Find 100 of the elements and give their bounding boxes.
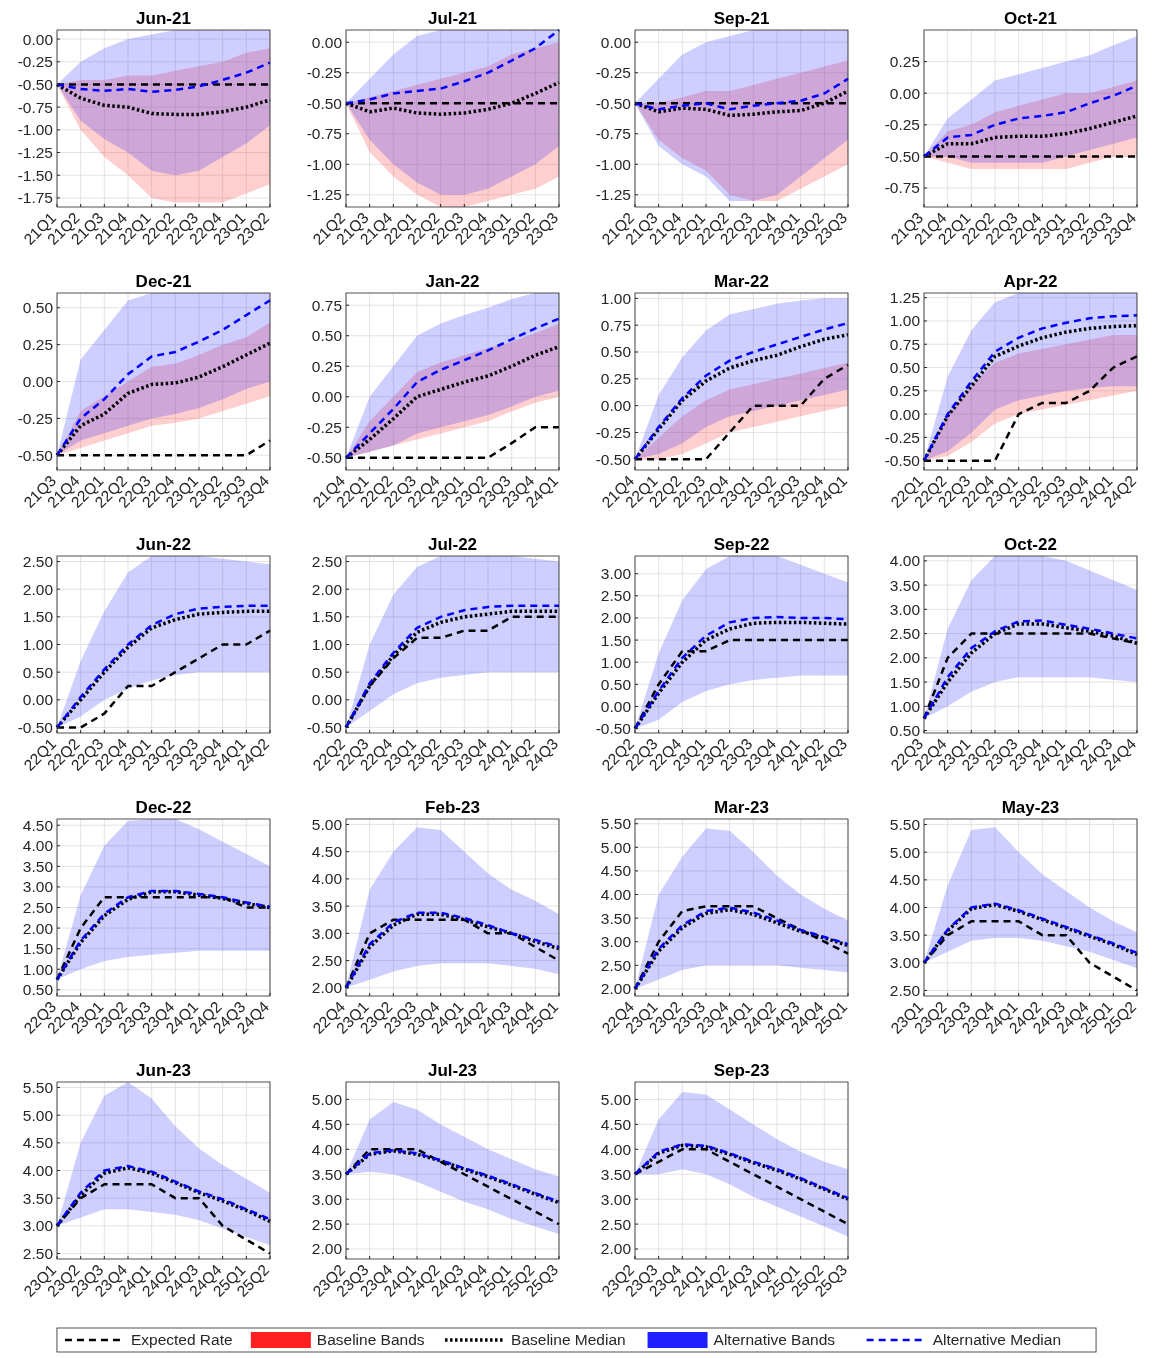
chart-title: Jan-22 [425,272,480,291]
y-tick-label: 2.00 [600,609,632,627]
y-tick-label: 0.50 [22,299,54,317]
y-tick-label: 4.00 [600,1140,632,1158]
y-tick-label: 1.50 [22,608,54,626]
y-tick-label: -1.25 [595,186,631,204]
y-tick-label: -1.75 [17,189,53,207]
y-tick-label: 3.00 [600,565,632,583]
y-tick-label: 2.50 [22,1244,54,1262]
y-tick-label: -0.75 [595,125,631,143]
y-tick-label: -0.75 [17,98,53,116]
y-tick-label: 5.50 [889,815,921,833]
chart-title: Feb-23 [425,798,480,817]
y-tick-label: 5.00 [22,1106,54,1124]
y-tick-label: 4.00 [600,885,632,903]
y-tick-label: -0.50 [306,449,343,467]
y-tick-label: 3.50 [311,1165,343,1183]
legend-label: Baseline Bands [316,1331,425,1349]
y-tick-label: -0.25 [306,418,342,436]
y-tick-label: -0.50 [306,94,343,112]
y-tick-label: 1.50 [22,940,54,958]
legend-label: Alternative Median [932,1331,1062,1349]
y-tick-label: -1.00 [595,155,632,173]
chart-title: Mar-23 [714,798,769,817]
y-tick-label: 1.00 [22,635,54,653]
legend-label: Alternative Bands [713,1331,836,1349]
y-tick-label: 0.50 [889,358,921,376]
y-tick-label: 2.50 [311,552,343,570]
y-tick-label: 0.00 [22,691,54,709]
y-tick-label: 0.75 [600,316,631,334]
y-tick-label: 2.50 [22,552,54,570]
y-tick-label: 0.00 [600,697,632,715]
y-tick-label: -0.50 [884,147,921,165]
y-tick-label: -0.50 [595,94,632,112]
y-tick-label: 2.00 [22,919,54,937]
y-tick-label: 1.00 [311,635,343,653]
y-tick-label: 2.00 [600,1240,632,1258]
y-tick-label: 2.50 [889,981,921,999]
chart-title: Dec-22 [135,798,192,817]
y-tick-label: 3.00 [889,600,921,618]
y-tick-label: -0.50 [17,75,54,93]
y-tick-label: 0.50 [600,343,632,361]
y-tick-label: 0.00 [600,397,632,415]
y-tick-label: -1.25 [306,186,342,204]
y-tick-label: 4.00 [311,1140,343,1158]
y-tick-label: 3.50 [600,909,632,927]
chart-title: Oct-21 [1004,9,1057,28]
y-tick-label: -0.50 [884,452,921,470]
y-tick-label: -0.75 [884,179,920,197]
y-tick-label: 4.00 [889,552,921,570]
legend-label: Expected Rate [130,1331,233,1349]
y-tick-label: -0.25 [595,64,631,82]
chart-title: Oct-22 [1004,535,1057,554]
y-tick-label: 1.00 [22,960,54,978]
y-tick-label: 0.25 [889,382,920,400]
y-tick-label: 1.00 [889,312,921,330]
y-tick-label: 4.00 [889,898,921,916]
y-tick-label: -0.25 [884,116,920,134]
chart-title: Dec-21 [135,272,192,291]
y-tick-label: 1.25 [889,289,920,307]
y-tick-label: 3.00 [600,933,632,951]
y-tick-label: -1.50 [17,166,54,184]
y-tick-label: 0.00 [889,84,921,102]
y-tick-label: 2.50 [600,956,632,974]
y-tick-label: -0.50 [17,446,54,464]
y-tick-label: 0.00 [22,30,54,48]
y-tick-label: 1.00 [600,653,632,671]
y-tick-label: 3.00 [311,1190,343,1208]
y-tick-label: 4.50 [600,1115,632,1133]
y-tick-label: -1.00 [17,121,54,139]
y-tick-label: 2.50 [600,1215,632,1233]
y-tick-label: 4.50 [889,871,921,889]
y-tick-label: 1.00 [600,289,632,307]
y-tick-label: 0.25 [311,357,342,375]
y-tick-label: 5.00 [889,843,921,861]
y-tick-label: 2.00 [311,580,343,598]
y-tick-label: 0.50 [22,981,54,999]
y-tick-label: 0.00 [889,405,921,423]
y-tick-label: 5.00 [600,1090,632,1108]
chart-title: Apr-22 [1003,272,1058,291]
y-tick-label: 4.50 [22,1134,54,1152]
y-tick-label: 4.50 [311,843,343,861]
y-tick-label: -0.25 [17,53,53,71]
y-tick-label: 3.50 [600,1165,632,1183]
chart-title: Mar-22 [714,272,769,291]
y-tick-label: 3.50 [22,857,54,875]
chart-title: Jul-21 [427,9,478,28]
y-tick-label: 4.00 [311,870,343,888]
y-tick-label: 0.00 [22,372,54,390]
y-tick-label: 2.50 [600,587,632,605]
y-tick-label: 2.50 [311,952,343,970]
y-tick-label: -0.25 [17,409,53,427]
y-tick-label: 5.00 [311,1090,343,1108]
chart-title: Sep-21 [713,9,770,28]
y-tick-label: -0.25 [306,64,342,82]
y-tick-label: 0.25 [600,370,631,388]
y-tick-label: 3.00 [600,1190,632,1208]
y-tick-label: 2.00 [311,1240,343,1258]
y-tick-label: 0.50 [22,663,54,681]
chart-title: Sep-22 [713,535,770,554]
